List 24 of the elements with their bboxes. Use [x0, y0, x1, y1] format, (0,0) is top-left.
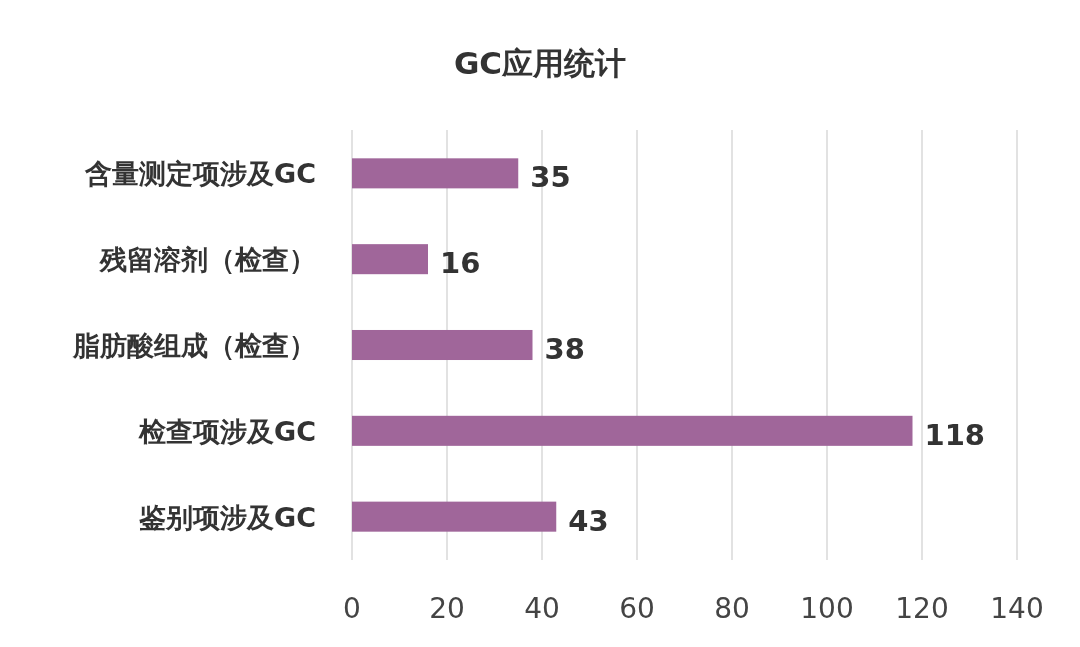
- x-tick-label: 140: [990, 592, 1044, 625]
- y-tick-label: 含量测定项涉及GC: [84, 158, 316, 190]
- x-tick-label: 40: [524, 592, 560, 625]
- x-tick-label: 60: [619, 592, 655, 625]
- x-tick-label: 100: [800, 592, 854, 625]
- bar: [352, 415, 913, 446]
- data-label: 43: [568, 503, 609, 538]
- chart-title: GC应用统计: [453, 45, 627, 81]
- y-tick-label: 残留溶剂（检查）: [99, 244, 316, 276]
- y-tick-label: 检查项涉及GC: [138, 415, 316, 447]
- x-tick-label: 0: [343, 592, 361, 625]
- x-tick-label: 20: [429, 592, 465, 625]
- y-tick-label: 鉴别项涉及GC: [139, 501, 316, 533]
- data-label: 118: [924, 417, 986, 452]
- bar: [352, 244, 428, 275]
- data-label: 35: [530, 160, 571, 195]
- bar: [352, 329, 533, 361]
- x-tick-label: 120: [895, 592, 949, 625]
- bar: [352, 158, 519, 189]
- y-tick-label: 脂肪酸组成（检查）: [72, 330, 316, 361]
- data-label: 16: [440, 246, 481, 281]
- x-tick-label: 80: [714, 592, 750, 625]
- bar: [352, 501, 557, 532]
- data-label: 38: [544, 332, 585, 366]
